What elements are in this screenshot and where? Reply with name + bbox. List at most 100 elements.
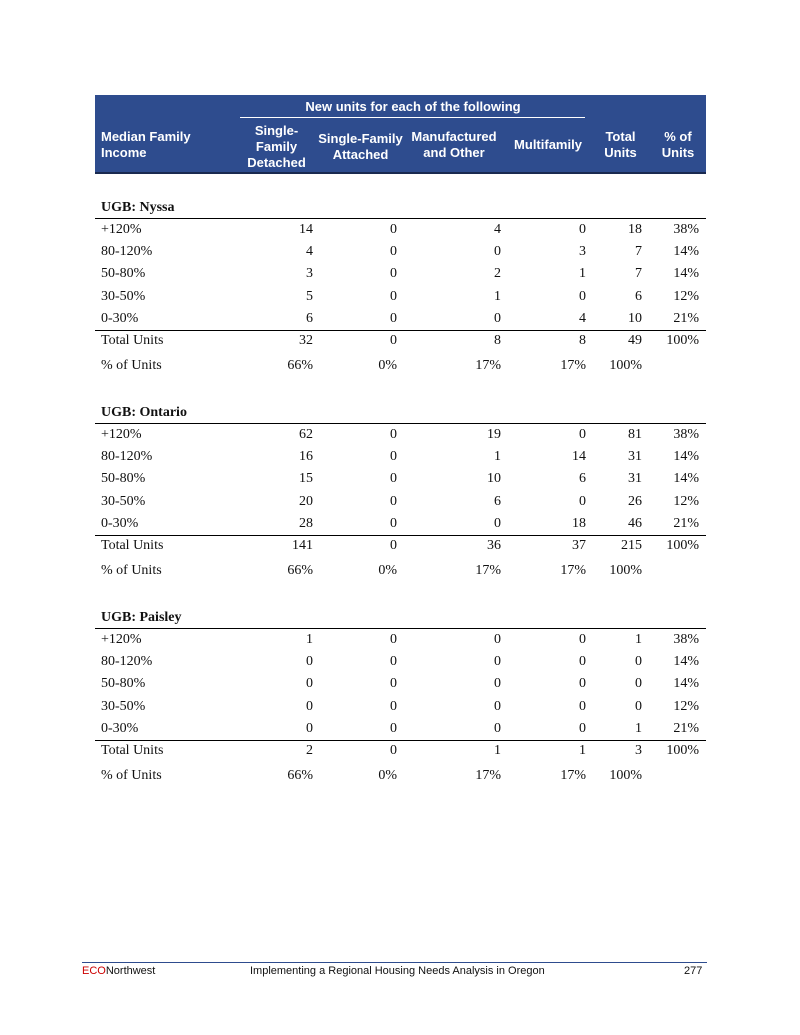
row-value: 4 — [494, 222, 501, 237]
percent-value: 100% — [609, 768, 642, 783]
row-value: 0 — [579, 632, 586, 647]
footer-title: Implementing a Regional Housing Needs An… — [250, 965, 545, 977]
row-label: 50-80% — [101, 266, 146, 282]
row-value: 7 — [635, 266, 642, 282]
row-value: 19 — [487, 427, 501, 442]
row-value: 0 — [390, 288, 397, 304]
total-value: 49 — [628, 333, 642, 348]
page-number: 277 — [684, 965, 703, 977]
row-label: 50-80% — [101, 471, 146, 487]
total-value: 37 — [572, 538, 586, 553]
row-label: 0-30% — [101, 720, 139, 736]
row-value: 6 — [635, 288, 642, 304]
percent-label: % of Units — [101, 358, 162, 373]
group-rule — [240, 117, 585, 118]
row-value: 46 — [628, 515, 642, 531]
percent-value: 66% — [287, 358, 313, 373]
row-value: 6 — [494, 493, 501, 509]
row-value: 15 — [299, 471, 313, 487]
row-value: 12% — [673, 698, 699, 714]
row-value: 0 — [579, 493, 586, 509]
row-value: 21% — [673, 720, 699, 736]
row-value: 0 — [390, 222, 397, 237]
total-value: 2 — [306, 743, 313, 758]
total-rule — [95, 330, 706, 331]
row-value: 1 — [579, 266, 586, 282]
total-value: 3 — [635, 743, 642, 758]
row-value: 1 — [306, 632, 313, 647]
row-value: 3 — [306, 266, 313, 282]
row-value: 0 — [579, 720, 586, 736]
row-value: 0 — [579, 654, 586, 670]
percent-value: 66% — [287, 768, 313, 783]
percent-label: % of Units — [101, 563, 162, 578]
row-label: 0-30% — [101, 515, 139, 531]
row-value: 38% — [673, 222, 699, 237]
group-header: New units for each of the following — [305, 99, 521, 114]
row-value: 0 — [306, 676, 313, 692]
row-label: 30-50% — [101, 493, 146, 509]
row-value: 81 — [628, 427, 642, 442]
row-value: 14% — [673, 266, 699, 282]
total-label: Total Units — [101, 743, 164, 758]
row-value: 0 — [390, 698, 397, 714]
header-band — [95, 95, 706, 174]
total-value: 36 — [487, 538, 501, 553]
row-label: 30-50% — [101, 698, 146, 714]
row-value: 21% — [673, 310, 699, 326]
total-rule — [95, 740, 706, 741]
row-value: 14% — [673, 244, 699, 260]
total-value: 0 — [390, 538, 397, 553]
row-value: 28 — [299, 515, 313, 531]
section-title: UGB: Nyssa — [101, 200, 175, 215]
row-value: 20 — [299, 493, 313, 509]
row-value: 6 — [579, 471, 586, 487]
row-value: 38% — [673, 427, 699, 442]
row-value: 14% — [673, 676, 699, 692]
column-header: Median Family Income — [101, 129, 191, 160]
row-value: 16 — [299, 449, 313, 465]
percent-value: 100% — [609, 563, 642, 578]
percent-value: 0% — [378, 768, 397, 783]
row-value: 1 — [494, 449, 501, 465]
row-value: 0 — [390, 310, 397, 326]
row-value: 0 — [390, 632, 397, 647]
row-value: 0 — [579, 222, 586, 237]
total-value: 0 — [390, 743, 397, 758]
row-value: 14% — [673, 471, 699, 487]
total-rule — [95, 535, 706, 536]
row-value: 18 — [628, 222, 642, 237]
column-header: Single-Family Detached — [247, 123, 306, 170]
total-label: Total Units — [101, 538, 164, 553]
column-header: Manufactured and Other — [411, 129, 497, 160]
section-rule — [95, 423, 706, 424]
column-header: Total Units — [604, 129, 637, 160]
column-header: Single-Family Attached — [318, 131, 403, 162]
row-value: 0 — [494, 698, 501, 714]
row-value: 31 — [628, 449, 642, 465]
row-value: 21% — [673, 515, 699, 531]
row-value: 0 — [494, 244, 501, 260]
row-value: 0 — [390, 654, 397, 670]
percent-value: 17% — [560, 358, 586, 373]
row-value: 0 — [306, 654, 313, 670]
row-value: 14% — [673, 654, 699, 670]
row-label: +120% — [101, 222, 142, 237]
percent-value: 17% — [560, 563, 586, 578]
row-value: 0 — [306, 720, 313, 736]
row-value: 0 — [390, 471, 397, 487]
total-value: 100% — [666, 538, 699, 553]
percent-value: 17% — [560, 768, 586, 783]
row-value: 18 — [572, 515, 586, 531]
brand-prefix: ECO — [82, 965, 106, 977]
row-value: 0 — [390, 266, 397, 282]
row-value: 0 — [306, 698, 313, 714]
row-value: 31 — [628, 471, 642, 487]
row-value: 0 — [494, 632, 501, 647]
total-value: 1 — [579, 743, 586, 758]
row-value: 0 — [390, 449, 397, 465]
section-title: UGB: Paisley — [101, 610, 182, 625]
row-value: 1 — [635, 720, 642, 736]
percent-value: 17% — [475, 563, 501, 578]
